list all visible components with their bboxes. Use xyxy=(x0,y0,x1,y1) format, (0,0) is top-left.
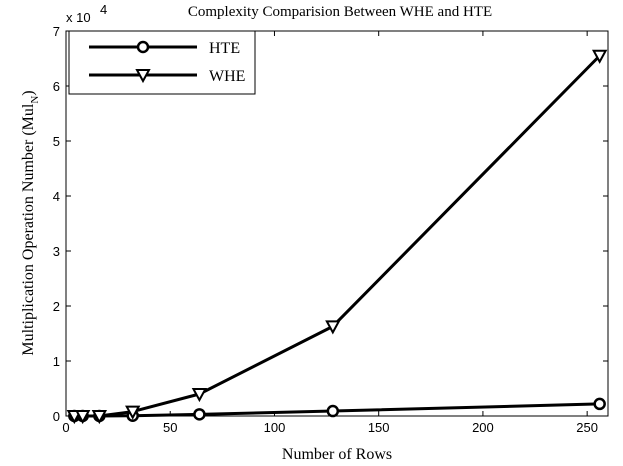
y-tick-label: 2 xyxy=(53,299,60,314)
data-point-hte xyxy=(593,397,606,411)
x-tick-label: 0 xyxy=(62,420,69,435)
legend-label-hte: HTE xyxy=(209,40,240,57)
legend-label-whe: WHE xyxy=(209,68,245,85)
data-point-whe xyxy=(74,410,91,425)
y-axis-label-main: Multiplication Operation Number (Mul xyxy=(20,103,37,356)
data-point-hte xyxy=(326,404,340,418)
y-multiplier-exponent: 4 xyxy=(100,2,107,17)
x-tick-label: 100 xyxy=(264,420,286,435)
legend-marker-hte xyxy=(136,40,150,54)
data-point-whe xyxy=(591,49,608,64)
data-point-whe xyxy=(125,405,141,420)
y-tick-label: 7 xyxy=(53,24,60,39)
y-multiplier-base: x 10 xyxy=(66,10,91,25)
series-layer xyxy=(66,49,608,425)
y-axis-label-subscript: N xyxy=(29,96,41,104)
y-axis-label-suffix: ) xyxy=(20,90,37,95)
data-point-whe xyxy=(91,410,108,425)
x-tick-label: 200 xyxy=(472,420,494,435)
legend-marker-whe xyxy=(135,69,151,84)
x-tick-label: 150 xyxy=(368,420,390,435)
x-tick-label: 250 xyxy=(576,420,598,435)
data-point-hte xyxy=(193,408,206,421)
legend-box xyxy=(68,30,256,95)
legend: HTE WHE xyxy=(68,30,256,95)
y-tick-label: 1 xyxy=(53,354,60,369)
x-axis-label: Number of Rows xyxy=(282,446,392,463)
data-point-whe xyxy=(191,388,208,403)
chart-title: Complexity Comparision Between WHE and H… xyxy=(188,4,492,20)
y-tick-label: 3 xyxy=(53,244,60,259)
y-tick-label: 4 xyxy=(53,189,60,204)
y-tick-label: 0 xyxy=(53,409,60,424)
y-tick-label: 6 xyxy=(53,79,60,94)
y-axis-label: Multiplication Operation Number (MulN) xyxy=(20,90,41,355)
x-tick-label: 50 xyxy=(163,420,177,435)
data-point-whe xyxy=(325,320,341,335)
axes: 0 50 100 150 200 250 0 1 2 3 4 5 6 7 xyxy=(53,24,609,435)
plot-frame xyxy=(65,30,609,417)
y-tick-label: 5 xyxy=(53,134,60,149)
